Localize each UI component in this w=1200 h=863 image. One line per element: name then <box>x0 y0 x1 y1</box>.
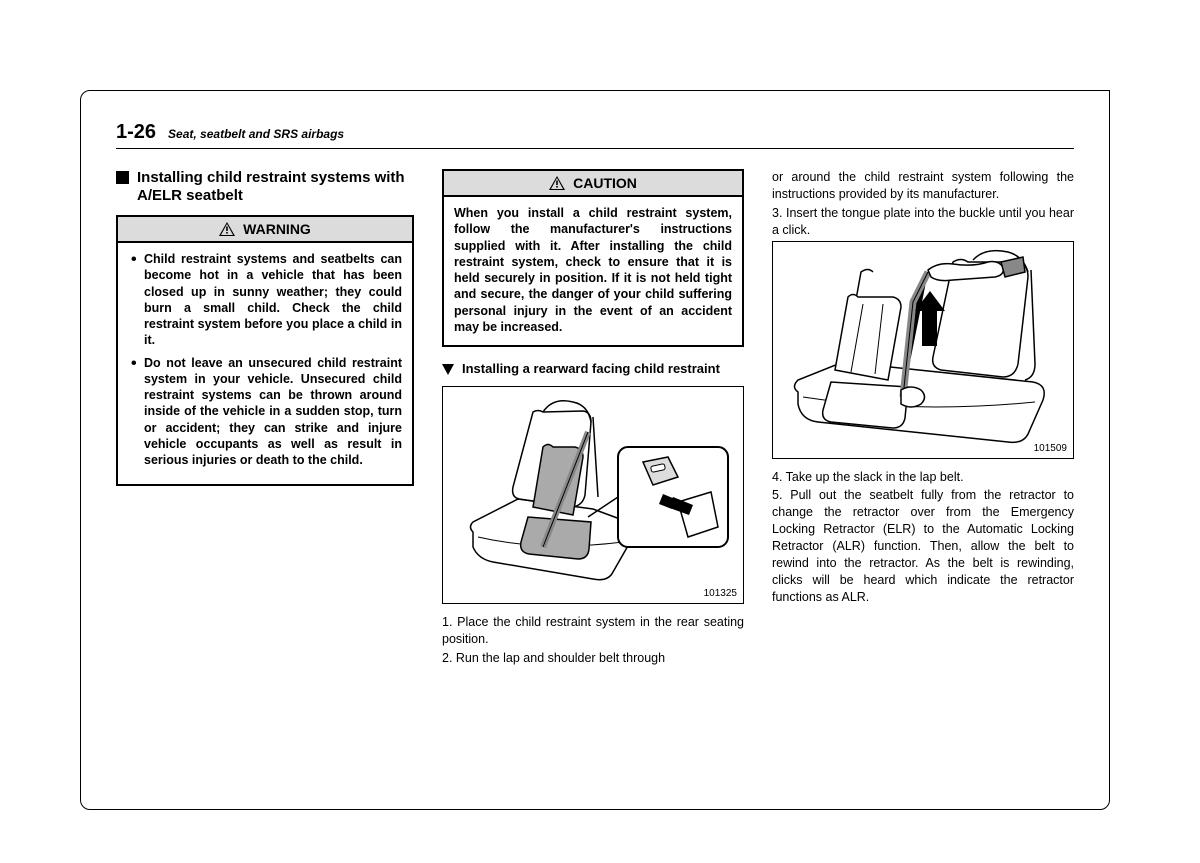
warning-item: Do not leave an unsecured child restrain… <box>128 355 402 469</box>
warning-box: WARNING Child restraint systems and seat… <box>116 215 414 486</box>
warning-icon <box>219 222 235 236</box>
column-2: CAUTION When you install a child restrai… <box>442 169 744 669</box>
column-1: Installing child restraint systems with … <box>116 169 414 669</box>
subsection-heading: Installing a rearward facing child restr… <box>442 361 744 376</box>
caution-box: CAUTION When you install a child restrai… <box>442 169 744 347</box>
square-bullet-icon <box>116 171 129 184</box>
figure-1: 101325 <box>442 386 744 604</box>
step-4: 4. Take up the slack in the lap belt. <box>772 469 1074 486</box>
caution-body: When you install a child restraint syste… <box>444 197 742 345</box>
step-5: 5. Pull out the seatbelt fully from the … <box>772 487 1074 605</box>
warning-header: WARNING <box>118 217 412 243</box>
warning-item: Child restraint systems and seatbelts ca… <box>128 251 402 349</box>
chapter-title: Seat, seatbelt and SRS airbags <box>168 127 344 141</box>
caution-header: CAUTION <box>444 171 742 197</box>
warning-label: WARNING <box>243 221 311 237</box>
triangle-down-icon <box>442 364 454 375</box>
step-1: 1. Place the child restraint system in t… <box>442 614 744 648</box>
section-heading: Installing child restraint systems with … <box>116 169 414 205</box>
figure-2-label: 101509 <box>1034 443 1067 454</box>
subsection-title: Installing a rearward facing child restr… <box>462 361 720 376</box>
figure-2: 101509 <box>772 241 1074 459</box>
column-3: or around the child restraint system fol… <box>772 169 1074 669</box>
section-title: Installing child restraint systems with … <box>137 169 414 205</box>
page-frame: 1-26 Seat, seatbelt and SRS airbags Inst… <box>80 90 1110 810</box>
step-3: 3. Insert the tongue plate into the buck… <box>772 205 1074 239</box>
step-2: 2. Run the lap and shoulder belt through <box>442 650 744 667</box>
figure-1-illustration <box>443 387 743 603</box>
caution-label: CAUTION <box>573 175 637 191</box>
page-number: 1-26 <box>116 121 156 144</box>
warning-body: Child restraint systems and seatbelts ca… <box>118 243 412 484</box>
step-2-cont: or around the child restraint system fol… <box>772 169 1074 203</box>
page-header: 1-26 Seat, seatbelt and SRS airbags <box>116 121 1074 149</box>
caution-icon <box>549 176 565 190</box>
figure-2-illustration <box>773 242 1073 458</box>
content-columns: Installing child restraint systems with … <box>116 169 1074 669</box>
figure-1-label: 101325 <box>704 588 737 599</box>
